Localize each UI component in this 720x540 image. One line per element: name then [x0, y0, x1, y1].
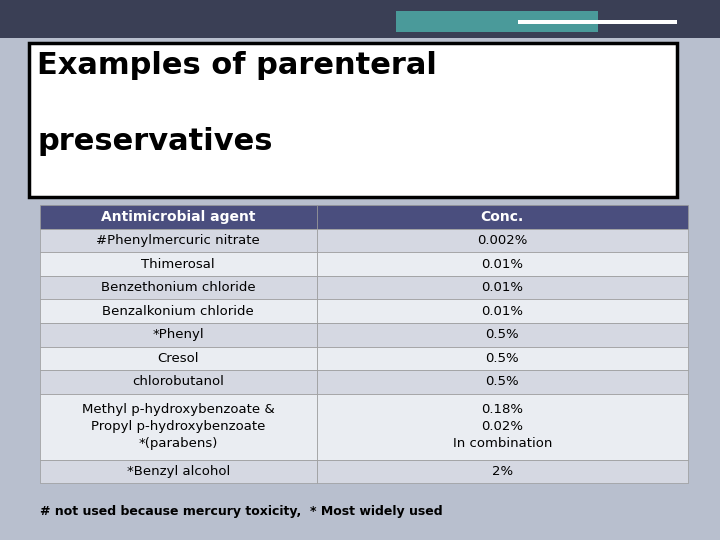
Bar: [40, 300, 317, 323]
Text: 2%: 2%: [492, 465, 513, 478]
Bar: [317, 252, 688, 276]
Text: *Benzyl alcohol: *Benzyl alcohol: [127, 465, 230, 478]
Bar: [317, 394, 688, 460]
Bar: [317, 323, 688, 347]
Bar: [317, 229, 688, 252]
Bar: [396, 11, 598, 32]
Bar: [40, 323, 317, 347]
Text: 0.5%: 0.5%: [485, 328, 519, 341]
Text: 0.01%: 0.01%: [481, 281, 523, 294]
Text: Thimerosal: Thimerosal: [141, 258, 215, 271]
Bar: [518, 20, 677, 24]
Bar: [29, 43, 677, 197]
Bar: [40, 347, 317, 370]
Text: Cresol: Cresol: [158, 352, 199, 365]
Text: #Phenylmercuric nitrate: #Phenylmercuric nitrate: [96, 234, 260, 247]
Bar: [317, 300, 688, 323]
Bar: [40, 252, 317, 276]
Text: preservatives: preservatives: [37, 127, 273, 156]
Text: Antimicrobial agent: Antimicrobial agent: [101, 210, 256, 224]
Bar: [317, 460, 688, 483]
Bar: [317, 205, 688, 229]
Text: 0.01%: 0.01%: [481, 258, 523, 271]
Bar: [317, 370, 688, 394]
Text: 0.01%: 0.01%: [481, 305, 523, 318]
Bar: [40, 276, 317, 300]
Bar: [317, 276, 688, 300]
Bar: [40, 370, 317, 394]
Text: chlorobutanol: chlorobutanol: [132, 375, 224, 388]
Text: Conc.: Conc.: [480, 210, 524, 224]
Bar: [317, 347, 688, 370]
Text: Benzalkonium chloride: Benzalkonium chloride: [102, 305, 254, 318]
Bar: [0, 0, 720, 38]
Bar: [40, 394, 317, 460]
Text: Examples of parenteral: Examples of parenteral: [37, 51, 437, 80]
Bar: [40, 229, 317, 252]
Bar: [40, 460, 317, 483]
Text: Methyl p-hydroxybenzoate &
Propyl p-hydroxybenzoate
*(parabens): Methyl p-hydroxybenzoate & Propyl p-hydr…: [82, 403, 274, 450]
Bar: [40, 205, 317, 229]
Text: 0.5%: 0.5%: [485, 375, 519, 388]
Text: 0.18%
0.02%
In combination: 0.18% 0.02% In combination: [452, 403, 552, 450]
Text: # not used because mercury toxicity,  * Most widely used: # not used because mercury toxicity, * M…: [40, 505, 442, 518]
Text: 0.5%: 0.5%: [485, 352, 519, 365]
Text: Benzethonium chloride: Benzethonium chloride: [101, 281, 256, 294]
Text: 0.002%: 0.002%: [477, 234, 527, 247]
Text: *Phenyl: *Phenyl: [153, 328, 204, 341]
